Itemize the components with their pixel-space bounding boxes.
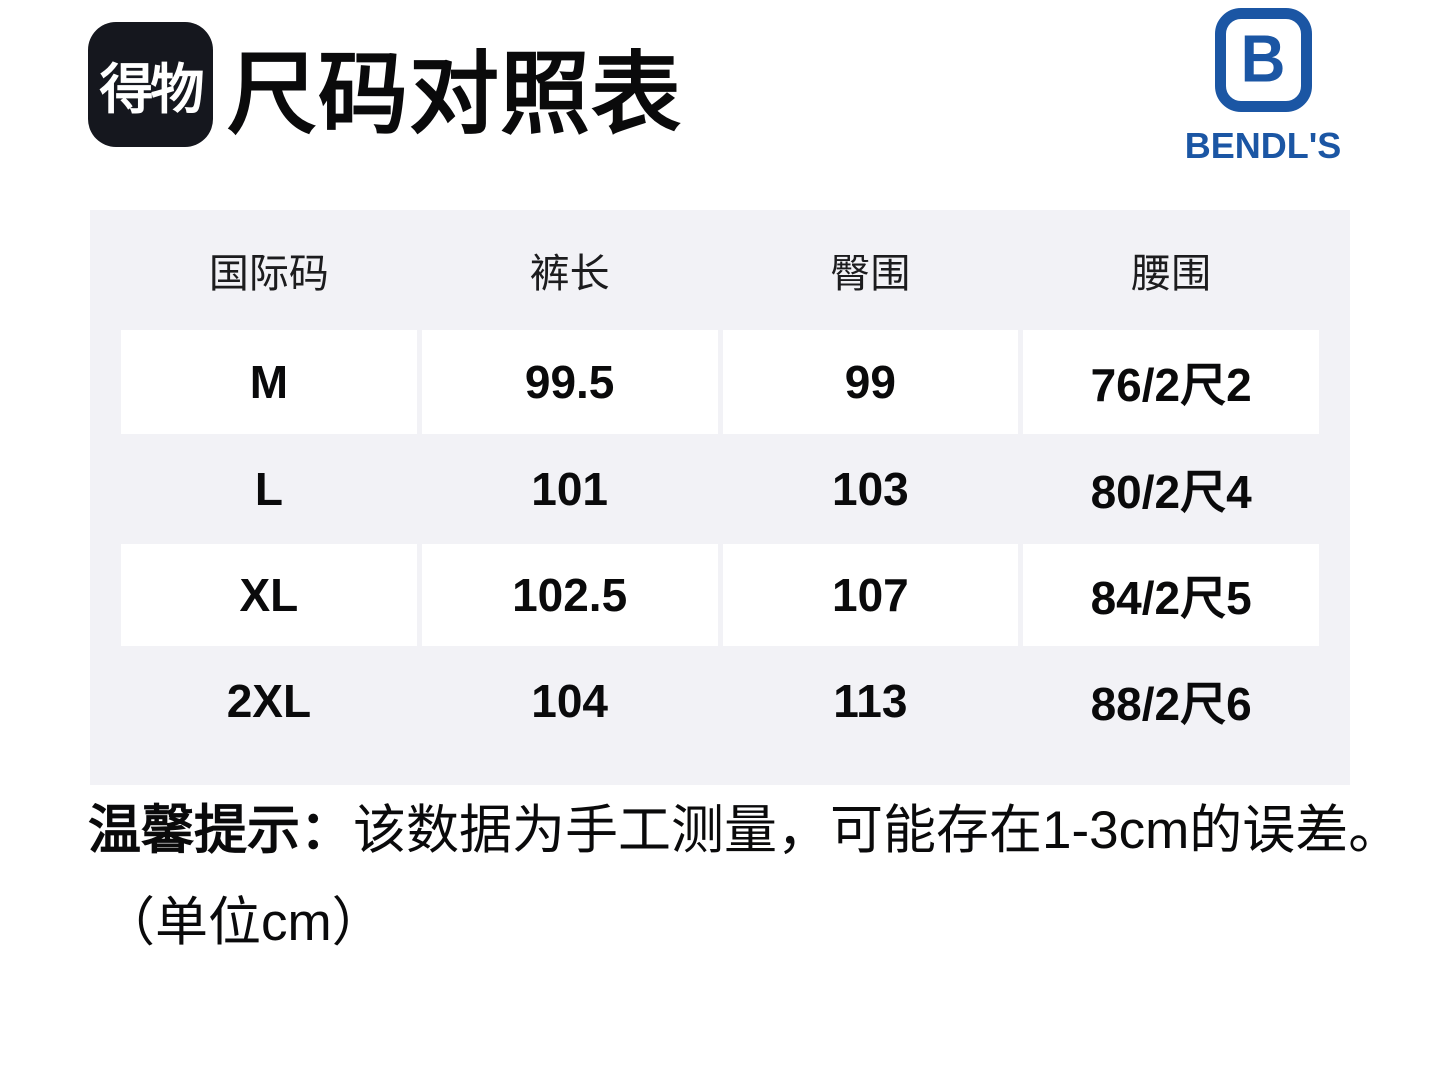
cell-size: XL bbox=[121, 544, 417, 646]
dewu-logo-text: 得物 bbox=[99, 60, 205, 120]
bendls-b-icon: B bbox=[1214, 8, 1312, 112]
header-cell-hip: 臀围 bbox=[830, 252, 911, 296]
brand-name: BENDL'S bbox=[1184, 125, 1342, 166]
table-row-xl: XL 102.5 107 84/2尺5 bbox=[121, 544, 1319, 646]
table-row-l: L 101 103 80/2尺4 bbox=[121, 434, 1319, 544]
table-row-m: M 99.5 99 76/2尺2 bbox=[121, 330, 1319, 434]
brand-mark-letter: B bbox=[1240, 22, 1286, 97]
size-table: 国际码 裤长 臀围 腰围 M 99.5 99 76/2尺2 L 101 103 … bbox=[90, 210, 1350, 785]
header-cell-pants-length: 裤长 bbox=[529, 252, 610, 296]
header-cell-waist: 腰围 bbox=[1131, 252, 1212, 296]
header-cell-intl-size: 国际码 bbox=[208, 252, 329, 296]
note-text: 该数据为手工测量，可能存在1-3cm的误差。 bbox=[353, 801, 1402, 860]
cell-size: 2XL bbox=[226, 675, 312, 727]
table-row-2xl: 2XL 104 113 88/2尺6 bbox=[121, 646, 1319, 756]
cell-hip: 107 bbox=[722, 544, 1019, 646]
note-label: 温馨提示： bbox=[88, 801, 353, 860]
dewu-app-logo: 得物 bbox=[88, 22, 213, 147]
cell-pants-length: 99.5 bbox=[421, 330, 718, 434]
cell-hip: 113 bbox=[833, 675, 908, 727]
cell-size: M bbox=[121, 330, 417, 434]
cell-waist: 88/2尺6 bbox=[1090, 678, 1252, 730]
cell-pants-length: 102.5 bbox=[421, 544, 718, 646]
cell-pants-length: 101 bbox=[531, 463, 608, 515]
cell-waist: 76/2尺2 bbox=[1023, 330, 1319, 434]
page-title: 尺码对照表 bbox=[227, 45, 682, 145]
cell-waist: 80/2尺4 bbox=[1090, 466, 1252, 518]
table-header-row: 国际码 裤长 臀围 腰围 bbox=[121, 210, 1319, 330]
cell-size: L bbox=[254, 463, 283, 515]
cell-pants-length: 104 bbox=[531, 675, 608, 727]
cell-hip: 103 bbox=[832, 463, 909, 515]
measurement-note: 温馨提示：该数据为手工测量，可能存在1-3cm的误差。 bbox=[88, 798, 1401, 864]
cell-hip: 99 bbox=[722, 330, 1019, 434]
brand-block: B BENDL'S bbox=[1185, 8, 1341, 167]
unit-note: （单位cm） bbox=[102, 893, 385, 952]
cell-waist: 84/2尺5 bbox=[1023, 544, 1319, 646]
